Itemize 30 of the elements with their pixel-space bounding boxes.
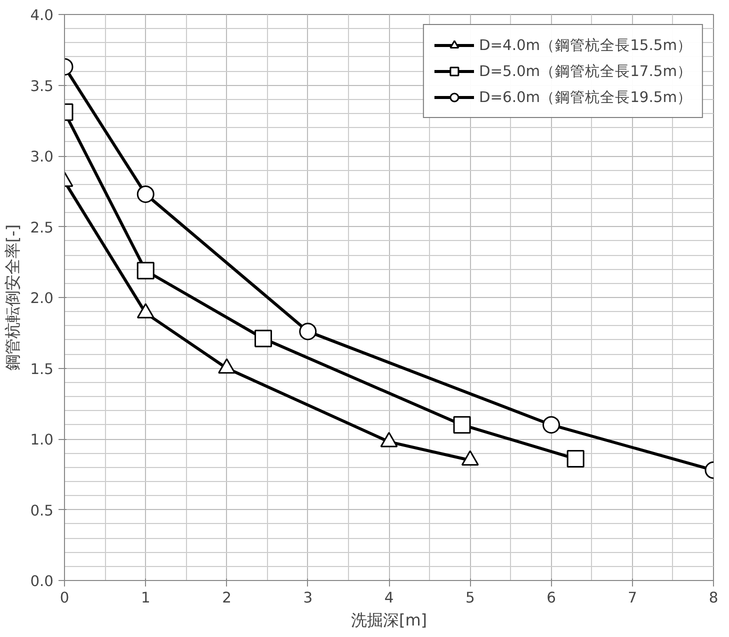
point — [136, 185, 154, 203]
y-tick-label: 2.5 — [30, 219, 54, 236]
y-tick-label: 3.5 — [30, 78, 54, 95]
legend-label: D=5.0m（鋼管杭全長17.5m） — [478, 62, 692, 80]
y-tick-label: 0.5 — [30, 502, 54, 520]
x-tick-label: 5 — [465, 590, 475, 606]
x-tick-label: 8 — [708, 590, 718, 606]
x-axis-title: 洗掘深[m] — [350, 610, 428, 630]
point — [136, 262, 154, 280]
y-tick-label: 0.0 — [30, 573, 54, 590]
point — [542, 416, 560, 434]
y-tick-label: 1.0 — [30, 432, 54, 448]
legend-label: D=4.0m（鋼管杭全長15.5m） — [478, 36, 692, 54]
x-tick-label: 2 — [222, 590, 232, 606]
point — [254, 330, 272, 348]
y-tick-label: 2.0 — [30, 290, 54, 307]
x-tick-label: 4 — [384, 590, 394, 606]
x-tick-label: 3 — [303, 590, 313, 606]
y-tick-label: 4.0 — [30, 7, 54, 24]
legend-label: D=6.0m（鋼管杭全長19.5m） — [478, 88, 692, 106]
point — [566, 450, 584, 468]
x-tick-label: 1 — [140, 590, 150, 606]
y-tick-label: 1.5 — [30, 360, 54, 378]
point — [299, 322, 317, 340]
x-tick-label: 7 — [628, 590, 638, 606]
y-tick-label: 3.0 — [30, 148, 54, 166]
y-axis-title: 鋼管杭転倒安全率[-] — [3, 224, 22, 371]
x-tick-label: 0 — [60, 590, 70, 606]
x-tick-label: 6 — [546, 590, 556, 606]
point — [453, 416, 471, 434]
